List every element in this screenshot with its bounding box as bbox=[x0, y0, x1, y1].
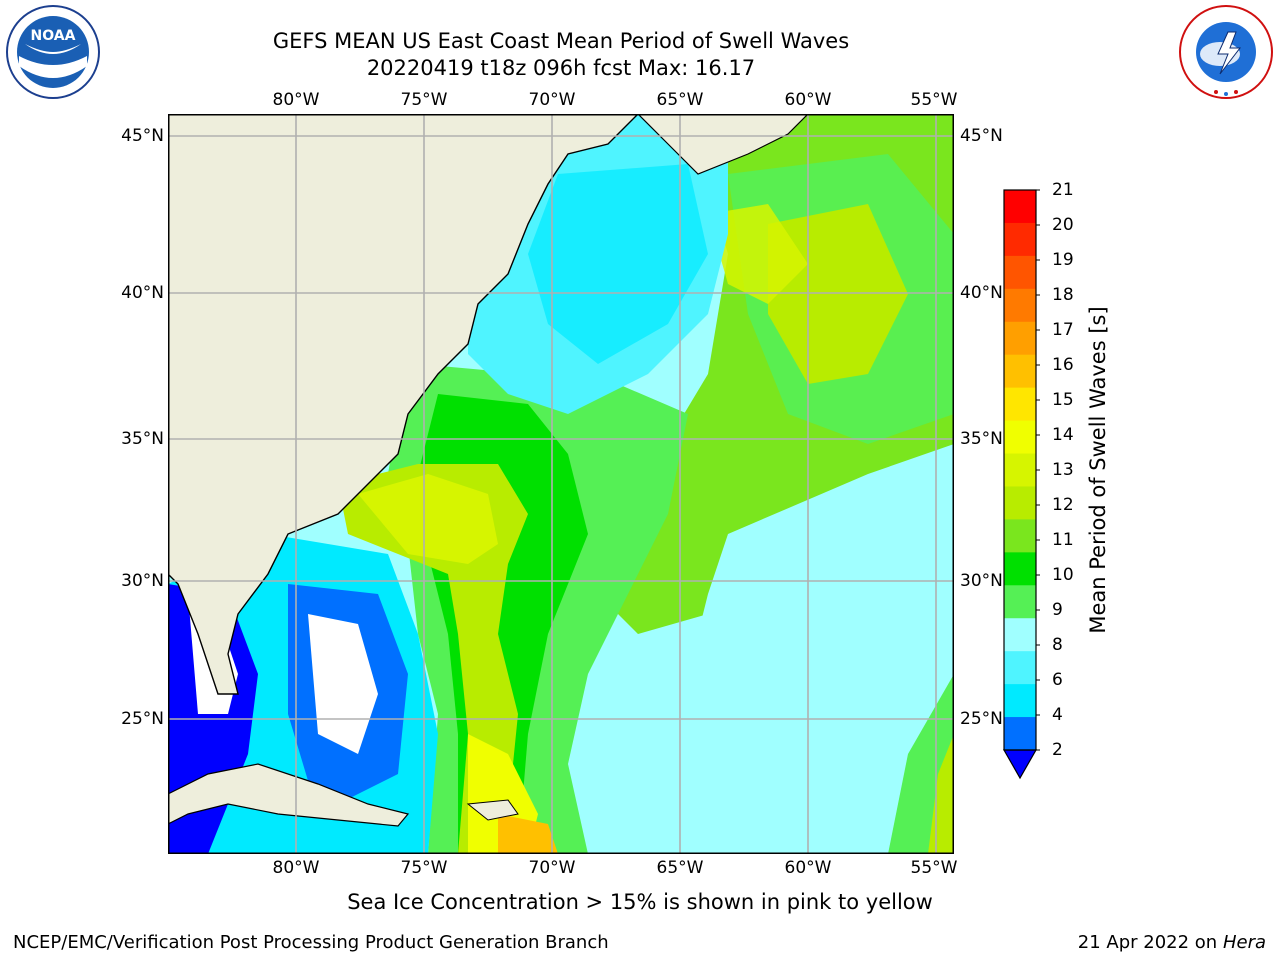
colorbar-segment bbox=[1004, 387, 1036, 422]
swell-zone-16-south bbox=[498, 814, 558, 854]
colorbar-segment bbox=[1004, 288, 1036, 323]
swell-zone-east-edge-12 bbox=[928, 734, 954, 854]
lon-label-bottom-75w: 75°W bbox=[400, 858, 448, 878]
colorbar-segment bbox=[1004, 486, 1036, 520]
colorbar-segment bbox=[1004, 552, 1036, 586]
colorbar-segment bbox=[1004, 190, 1036, 224]
colorbar-extend-arrow bbox=[1002, 749, 1038, 780]
colorbar-label: Mean Period of Swell Waves [s] bbox=[1086, 306, 1110, 634]
colorbar-segment bbox=[1004, 651, 1036, 685]
colorbar-segment bbox=[1004, 717, 1036, 751]
noaa-logo-text: NOAA bbox=[31, 28, 76, 44]
colorbar-segment bbox=[1004, 255, 1036, 290]
swell-zone-8-9-southeast bbox=[688, 444, 954, 854]
map-svg bbox=[168, 114, 954, 854]
colorbar-tick-label: 17 bbox=[1052, 320, 1074, 340]
lat-label-right-45n: 45°N bbox=[960, 126, 1003, 146]
footer-date: 21 Apr 2022 on Hera bbox=[1078, 932, 1266, 953]
colorbar-tick-label: 4 bbox=[1052, 705, 1063, 725]
lon-label-top-70w: 70°W bbox=[528, 90, 576, 110]
lon-label-bottom-70w: 70°W bbox=[528, 858, 576, 878]
colorbar-segment bbox=[1004, 354, 1036, 389]
colorbar-segment bbox=[1004, 618, 1036, 652]
lon-label-top-55w: 55°W bbox=[910, 90, 958, 110]
lat-label-left-30n: 30°N bbox=[121, 571, 164, 591]
colorbar-tick-label: 16 bbox=[1052, 355, 1074, 375]
lat-label-right-35n: 35°N bbox=[960, 429, 1003, 449]
lat-label-right-25n: 25°N bbox=[960, 709, 1003, 729]
lat-label-right-30n: 30°N bbox=[960, 571, 1003, 591]
colorbar-segment bbox=[1004, 321, 1036, 356]
colorbar-svg bbox=[1002, 189, 1040, 780]
lon-label-bottom-65w: 65°W bbox=[656, 858, 704, 878]
colorbar bbox=[1000, 185, 1040, 785]
colorbar-tick-label: 8 bbox=[1052, 635, 1063, 655]
colorbar-segment bbox=[1004, 519, 1036, 553]
colorbar-tick-label: 20 bbox=[1052, 215, 1074, 235]
lon-label-bottom-60w: 60°W bbox=[784, 858, 832, 878]
lat-label-right-40n: 40°N bbox=[960, 283, 1003, 303]
lon-label-bottom-80w: 80°W bbox=[272, 858, 320, 878]
colorbar-tick-label: 9 bbox=[1052, 600, 1063, 620]
lon-label-top-80w: 80°W bbox=[272, 90, 320, 110]
chart-subtitle: 20220419 t18z 096h fcst Max: 16.17 bbox=[366, 56, 756, 80]
lat-label-left-40n: 40°N bbox=[121, 283, 164, 303]
colorbar-tick-label: 11 bbox=[1052, 530, 1074, 550]
chart-title: GEFS MEAN US East Coast Mean Period of S… bbox=[272, 29, 850, 53]
sea-ice-note: Sea Ice Concentration > 15% is shown in … bbox=[347, 890, 933, 914]
colorbar-segment bbox=[1004, 453, 1036, 487]
colorbar-tick-label: 12 bbox=[1052, 495, 1074, 515]
colorbar-tick-label: 19 bbox=[1052, 250, 1074, 270]
colorbar-tick-label: 13 bbox=[1052, 460, 1074, 480]
lon-label-top-60w: 60°W bbox=[784, 90, 832, 110]
colorbar-segment bbox=[1004, 222, 1036, 257]
colorbar-tick-label: 18 bbox=[1052, 285, 1074, 305]
colorbar-tick-label: 10 bbox=[1052, 565, 1074, 585]
gridlines bbox=[168, 114, 954, 854]
colorbar-tick-label: 2 bbox=[1052, 740, 1063, 760]
colorbar-tick-label: 21 bbox=[1052, 180, 1074, 200]
footer-date-text: 21 Apr 2022 on bbox=[1077, 932, 1218, 953]
noaa-logo: NOAA bbox=[5, 4, 101, 100]
swell-zone-13-east bbox=[708, 204, 808, 304]
lon-label-top-65w: 65°W bbox=[656, 90, 704, 110]
colorbar-segment bbox=[1004, 420, 1036, 455]
swell-zone-13-central bbox=[358, 474, 498, 564]
map-panel bbox=[168, 114, 954, 854]
lat-label-left-35n: 35°N bbox=[121, 429, 164, 449]
colorbar-tick-label: 15 bbox=[1052, 390, 1074, 410]
footer-branch: NCEP/EMC/Verification Post Processing Pr… bbox=[13, 932, 609, 953]
colorbar-segment bbox=[1004, 585, 1036, 619]
lat-label-left-25n: 25°N bbox=[121, 709, 164, 729]
lon-label-bottom-55w: 55°W bbox=[910, 858, 958, 878]
colorbar-segment bbox=[1004, 684, 1036, 718]
footer-machine: Hera bbox=[1222, 932, 1266, 953]
map-frame bbox=[168, 114, 954, 854]
colorbar-tick-label: 6 bbox=[1052, 670, 1063, 690]
colorbar-tick-label: 14 bbox=[1052, 425, 1074, 445]
land-cuba bbox=[168, 763, 410, 827]
lon-label-top-75w: 75°W bbox=[400, 90, 448, 110]
swell-zone-4-6-north bbox=[528, 164, 708, 364]
swell-zone-12-east bbox=[768, 204, 908, 384]
nws-logo bbox=[1178, 4, 1274, 100]
land-hispaniola bbox=[466, 799, 519, 821]
lat-label-left-45n: 45°N bbox=[121, 126, 164, 146]
